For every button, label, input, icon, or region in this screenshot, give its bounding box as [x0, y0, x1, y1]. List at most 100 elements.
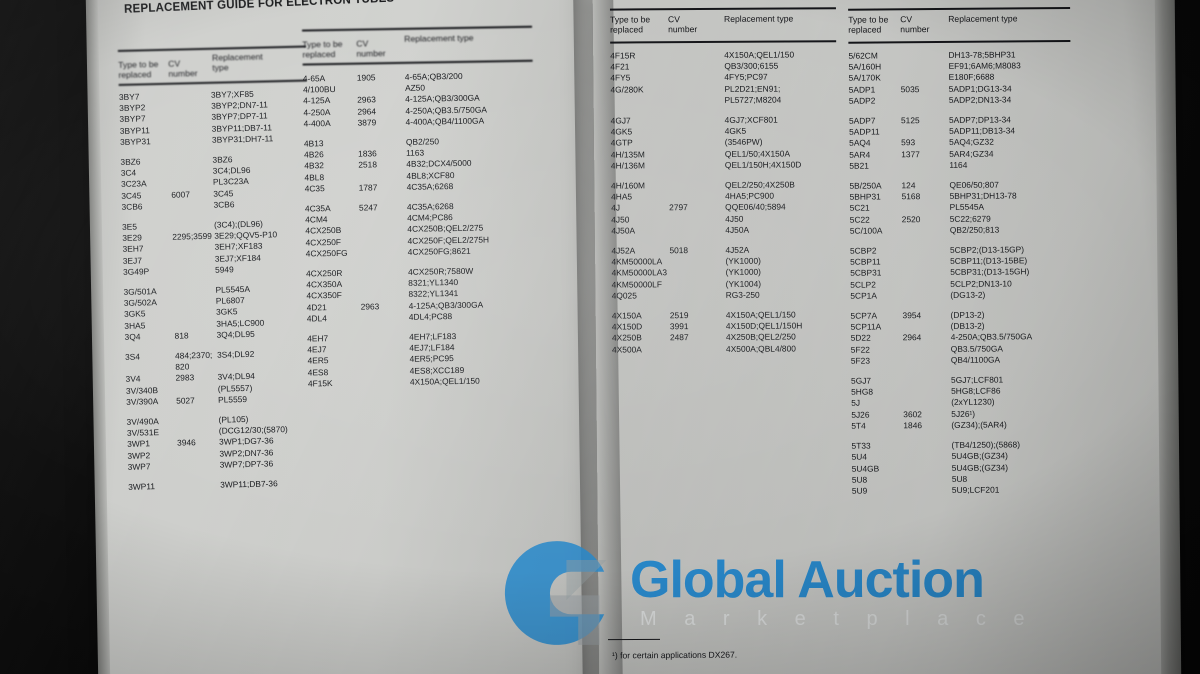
cell-type-to-be-replaced: 5CP7A — [850, 310, 878, 321]
cell-cv-number — [668, 83, 724, 95]
cell-type-to-be-replaced: 5F22 — [850, 344, 870, 355]
cell-replacement-type: 4FY5;PC97 — [724, 72, 768, 83]
header-cv-line1: CV — [356, 38, 369, 49]
column-3-body: 4F15R 4X150A;QEL1/150 4F21 QB3/300;6155 4FY5… — [610, 49, 802, 355]
cell-cv-number — [178, 480, 220, 492]
cell-cv-number — [669, 180, 725, 192]
cell-replacement-type: 5ADP1;DG13-34 — [948, 83, 1012, 94]
cell-replacement-type: E180F;6688 — [948, 71, 995, 83]
cell-type-to-be-replaced: 5A/170K — [848, 72, 881, 84]
cell-cv-number: 3602 — [903, 408, 922, 419]
cell-type-to-be-replaced: 4C35 — [304, 183, 325, 194]
cell-cv-number: 2797 — [669, 202, 688, 213]
cell-cv-number — [901, 72, 949, 84]
cell-type-to-be-replaced: 4DL4 — [306, 313, 327, 324]
cell-cv-number — [669, 115, 725, 127]
cell-type-to-be-replaced: 5U4 — [851, 451, 868, 463]
header-rule-bottom — [610, 40, 837, 44]
cell-cv-number — [904, 451, 952, 463]
cell-type-to-be-replaced: 4GTP — [610, 137, 633, 149]
cell-cv-number: 1787 — [358, 182, 378, 193]
cell-cv-number — [901, 126, 949, 138]
table-row: 3WP11 3WP11;DB7-36 — [128, 478, 289, 493]
cell-type-to-be-replaced: 4FY5 — [610, 72, 631, 83]
cell-replacement-type: 4CX250F;QEL2/275H — [407, 234, 490, 246]
cell-replacement-type: (2xYL1230) — [951, 397, 995, 408]
header-replacement: Replacement type — [211, 51, 263, 73]
cell-cv-number — [358, 170, 406, 182]
cell-type-to-be-replaced: 5T33 — [851, 440, 871, 451]
cell-cv-number: 2963 — [360, 300, 380, 312]
cell-replacement-type: 4-125A;QB3/300GA — [405, 93, 480, 105]
cell-type-to-be-replaced: 4G/280K — [610, 83, 644, 95]
cell-type-to-be-replaced: 4CX350F — [306, 290, 342, 301]
cell-cv-number — [357, 83, 405, 95]
table-row: 5U4GB 5U4GB;(GZ34) — [852, 462, 1034, 475]
cell-cv-number: 1836 — [358, 148, 377, 159]
cell-replacement-type: QB4/1100GA — [950, 354, 1001, 365]
cell-type-to-be-replaced: 5GJ7 — [850, 375, 872, 386]
cell-type-to-be-replaced: 5C22 — [849, 214, 870, 225]
cell-cv-number — [360, 289, 408, 301]
cell-cv-number — [358, 137, 406, 149]
header-rule-top — [609, 7, 836, 11]
cell-type-to-be-replaced: 5ADP1 — [848, 84, 876, 95]
cell-type-to-be-replaced: 4J52A — [611, 245, 636, 256]
header-type-line1: Type to be — [848, 14, 889, 25]
header-rule-bottom — [302, 59, 533, 66]
cell-type-to-be-replaced — [610, 95, 668, 107]
cell-type-to-be-replaced: 5CBP2 — [849, 245, 877, 256]
cell-type-to-be-replaced: 4H/160M — [611, 180, 646, 191]
header-type-line2: replaced — [848, 24, 882, 35]
table-column-3: Type to be replaced CV number Replacemen… — [609, 3, 837, 355]
cell-replacement-type: (YK1004) — [725, 278, 762, 289]
cell-replacement-type: RG3-250 — [725, 289, 760, 300]
table-row: 4G/280K PL2D21;EN91; — [610, 83, 800, 95]
cell-type-to-be-replaced: 4CX350A — [306, 279, 343, 290]
table-row: 4X250B 2487 4X250B;QEL2/250 — [612, 332, 802, 344]
cell-type-to-be-replaced: 4-400A — [303, 117, 331, 129]
cell-type-to-be-replaced: 4F15K — [307, 377, 333, 389]
cell-cv-number — [669, 126, 725, 138]
cell-replacement-type: 5CLP2;DN13-10 — [950, 278, 1012, 289]
cell-cv-number — [903, 386, 951, 398]
cell-type-to-be-replaced: 4J50A — [611, 225, 636, 236]
cell-replacement-type: 5U4GB;(GZ34) — [951, 461, 1009, 473]
cell-replacement-type: 3WP11;DB7-36 — [220, 478, 278, 490]
cell-cv-number — [359, 213, 407, 225]
cell-type-to-be-replaced: 5F23 — [850, 355, 870, 366]
cell-cv-number — [668, 95, 724, 107]
cell-type-to-be-replaced: 4CX250FG — [305, 247, 348, 259]
header-type-line1: Type to be — [118, 59, 159, 70]
table-row: 5ADP11 5ADP11;DB13-34 — [849, 126, 1031, 139]
cell-type-to-be-replaced: 4C35A — [304, 203, 331, 214]
cell-replacement-type: 4X150A;QEL1/150 — [409, 375, 480, 387]
cell-replacement-type: 5CBP31;(D13-15GH) — [950, 266, 1030, 278]
cell-replacement-type: 5BHP31;DH13-78 — [949, 190, 1017, 202]
header-cv-line2: number — [356, 48, 386, 59]
cell-type-to-be-replaced: 5C21 — [849, 202, 870, 214]
cell-replacement-type: 5ADP2;DN13-34 — [948, 94, 1012, 105]
cell-cv-number: 3879 — [357, 117, 377, 128]
table-row: 5T4 1846 (GZ34);(5AR4) — [851, 419, 1033, 432]
cell-replacement-type: 4J50 — [725, 213, 744, 224]
table-column-4: Type to be replaced CV number Replacemen… — [848, 3, 1071, 497]
cell-type-to-be-replaced: 5J — [851, 398, 861, 409]
table-row: 5CBP31 5CBP31;(D13-15GH) — [850, 267, 1032, 280]
page-title: REPLACEMENT GUIDE FOR ELECTRON TUBES — [123, 0, 395, 16]
cell-type-to-be-replaced: 4GJ7 — [610, 115, 631, 126]
table-column-2: Type to be replaced CV number Replacemen… — [302, 25, 533, 390]
cell-type-to-be-replaced: 4EH7 — [307, 333, 329, 344]
cell-replacement-type: QEL1/150H;4X150D — [724, 159, 802, 170]
cell-replacement-type: 4CX250B;QEL2/275 — [407, 223, 484, 235]
cell-replacement-type: QQE06/40;5894 — [725, 201, 786, 213]
header-replacement: Replacement type — [404, 32, 474, 44]
cell-type-to-be-replaced: 4CX250R — [306, 267, 343, 279]
table-row: PL5727;M8204 — [610, 94, 800, 106]
cell-cv-number — [903, 375, 951, 387]
cell-cv-number — [902, 225, 950, 237]
cell-replacement-type: 5U9;LCF201 — [951, 484, 1000, 495]
cell-type-to-be-replaced: 4KM50000LF — [611, 278, 662, 290]
cell-cv-number — [669, 137, 725, 149]
